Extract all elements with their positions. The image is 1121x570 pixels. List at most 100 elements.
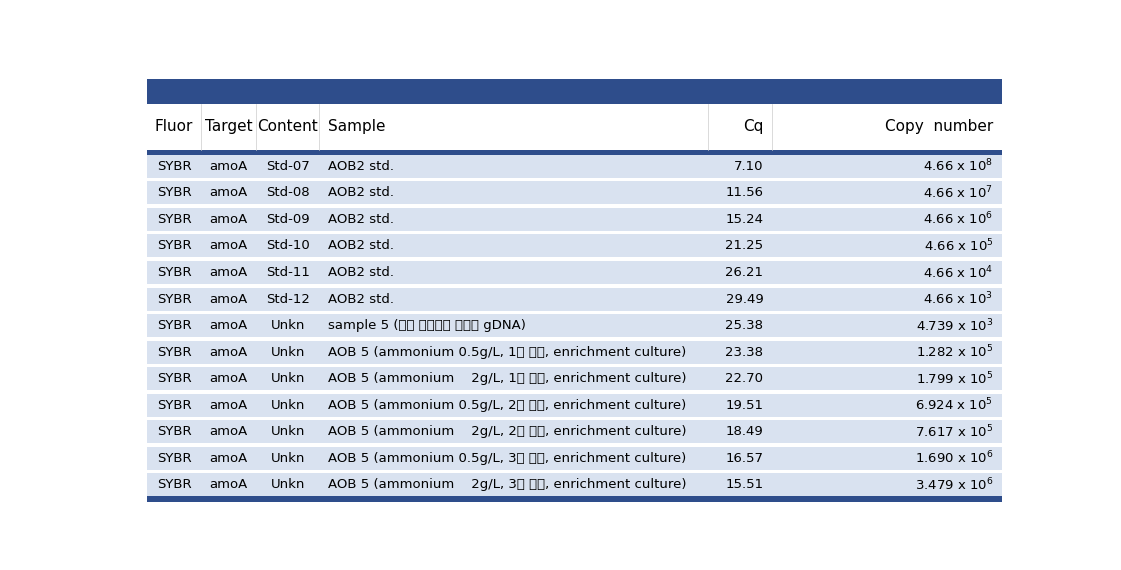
Text: amoA: amoA (210, 478, 248, 491)
Text: AOB 5 (ammonium    2g/L, 1달 경과, enrichment culture): AOB 5 (ammonium 2g/L, 1달 경과, enrichment … (327, 372, 686, 385)
Text: 4.66 x 10$^{4}$: 4.66 x 10$^{4}$ (924, 264, 993, 281)
Text: 21.25: 21.25 (725, 239, 763, 253)
Text: Unkn: Unkn (270, 345, 305, 359)
Text: Std-12: Std-12 (266, 292, 309, 306)
Bar (147, 420, 1002, 443)
Bar (147, 443, 1002, 447)
Text: Target: Target (205, 119, 252, 134)
Text: 4.66 x 10$^{7}$: 4.66 x 10$^{7}$ (924, 185, 993, 201)
Text: AOB2 std.: AOB2 std. (327, 186, 393, 200)
Bar (147, 390, 1002, 394)
Text: 7.617 x 10$^{5}$: 7.617 x 10$^{5}$ (915, 424, 993, 440)
Text: AOB 5 (ammonium 0.5g/L, 2달 경과, enrichment culture): AOB 5 (ammonium 0.5g/L, 2달 경과, enrichmen… (327, 398, 686, 412)
Text: 4.66 x 10$^{8}$: 4.66 x 10$^{8}$ (924, 158, 993, 174)
Text: 19.51: 19.51 (725, 398, 763, 412)
Text: Unkn: Unkn (270, 478, 305, 491)
Text: SYBR: SYBR (157, 345, 192, 359)
Text: 26.21: 26.21 (725, 266, 763, 279)
Text: SYBR: SYBR (157, 478, 192, 491)
Text: amoA: amoA (210, 239, 248, 253)
Text: 18.49: 18.49 (725, 425, 763, 438)
Text: 15.24: 15.24 (725, 213, 763, 226)
Text: Content: Content (258, 119, 318, 134)
Text: Copy  number: Copy number (884, 119, 993, 134)
Bar (147, 234, 1002, 258)
Text: AOB2 std.: AOB2 std. (327, 266, 393, 279)
Text: SYBR: SYBR (157, 452, 192, 465)
Bar (147, 447, 1002, 470)
Text: Std-07: Std-07 (266, 160, 309, 173)
Text: AOB2 std.: AOB2 std. (327, 160, 393, 173)
Text: 25.38: 25.38 (725, 319, 763, 332)
Text: SYBR: SYBR (157, 425, 192, 438)
Bar (147, 367, 1002, 390)
Text: 7.10: 7.10 (734, 160, 763, 173)
Text: 3.479 x 10$^{6}$: 3.479 x 10$^{6}$ (915, 477, 993, 493)
Bar (147, 394, 1002, 417)
Text: Sample: Sample (327, 119, 386, 134)
Text: 4.66 x 10$^{6}$: 4.66 x 10$^{6}$ (924, 211, 993, 228)
Text: amoA: amoA (210, 160, 248, 173)
Text: AOB 5 (ammonium    2g/L, 2달 경과, enrichment culture): AOB 5 (ammonium 2g/L, 2달 경과, enrichment … (327, 425, 686, 438)
Text: amoA: amoA (210, 319, 248, 332)
Bar (147, 496, 1002, 502)
Text: Unkn: Unkn (270, 425, 305, 438)
Bar (147, 261, 1002, 284)
Text: 16.57: 16.57 (725, 452, 763, 465)
Text: sample 5 (최초 시료에서 추출한 gDNA): sample 5 (최초 시료에서 추출한 gDNA) (327, 319, 526, 332)
Text: 29.49: 29.49 (725, 292, 763, 306)
Text: SYBR: SYBR (157, 239, 192, 253)
Text: AOB 5 (ammonium    2g/L, 3달 경과, enrichment culture): AOB 5 (ammonium 2g/L, 3달 경과, enrichment … (327, 478, 686, 491)
Bar (147, 79, 1002, 104)
Bar (147, 314, 1002, 337)
Text: AOB 5 (ammonium 0.5g/L, 1달 경과, enrichment culture): AOB 5 (ammonium 0.5g/L, 1달 경과, enrichmen… (327, 345, 686, 359)
Text: Std-11: Std-11 (266, 266, 309, 279)
Text: 6.924 x 10$^{5}$: 6.924 x 10$^{5}$ (916, 397, 993, 413)
Text: 4.66 x 10$^{3}$: 4.66 x 10$^{3}$ (924, 291, 993, 307)
Text: 4.739 x 10$^{3}$: 4.739 x 10$^{3}$ (916, 317, 993, 334)
Text: SYBR: SYBR (157, 372, 192, 385)
Text: Cq: Cq (743, 119, 763, 134)
Text: 22.70: 22.70 (725, 372, 763, 385)
Text: 11.56: 11.56 (725, 186, 763, 200)
Text: amoA: amoA (210, 398, 248, 412)
Bar (147, 473, 1002, 496)
Bar (147, 104, 1002, 149)
Bar (147, 178, 1002, 181)
Bar (147, 284, 1002, 287)
Text: SYBR: SYBR (157, 319, 192, 332)
Bar (147, 287, 1002, 311)
Bar (147, 364, 1002, 367)
Text: SYBR: SYBR (157, 398, 192, 412)
Bar (147, 231, 1002, 234)
Text: Unkn: Unkn (270, 372, 305, 385)
Text: Unkn: Unkn (270, 319, 305, 332)
Text: SYBR: SYBR (157, 160, 192, 173)
Text: amoA: amoA (210, 213, 248, 226)
Text: amoA: amoA (210, 266, 248, 279)
Bar (147, 181, 1002, 205)
Bar (147, 337, 1002, 341)
Bar (147, 208, 1002, 231)
Text: 1.690 x 10$^{6}$: 1.690 x 10$^{6}$ (915, 450, 993, 467)
Bar (147, 341, 1002, 364)
Text: amoA: amoA (210, 425, 248, 438)
Text: amoA: amoA (210, 372, 248, 385)
Bar (147, 205, 1002, 208)
Bar (147, 149, 1002, 155)
Text: SYBR: SYBR (157, 292, 192, 306)
Text: amoA: amoA (210, 292, 248, 306)
Bar (147, 470, 1002, 473)
Text: Std-10: Std-10 (266, 239, 309, 253)
Bar (147, 155, 1002, 178)
Text: amoA: amoA (210, 452, 248, 465)
Text: 1.799 x 10$^{5}$: 1.799 x 10$^{5}$ (916, 370, 993, 387)
Text: amoA: amoA (210, 186, 248, 200)
Text: Std-09: Std-09 (266, 213, 309, 226)
Text: SYBR: SYBR (157, 186, 192, 200)
Text: AOB2 std.: AOB2 std. (327, 292, 393, 306)
Bar (147, 417, 1002, 420)
Bar (147, 311, 1002, 314)
Text: AOB2 std.: AOB2 std. (327, 213, 393, 226)
Text: Unkn: Unkn (270, 398, 305, 412)
